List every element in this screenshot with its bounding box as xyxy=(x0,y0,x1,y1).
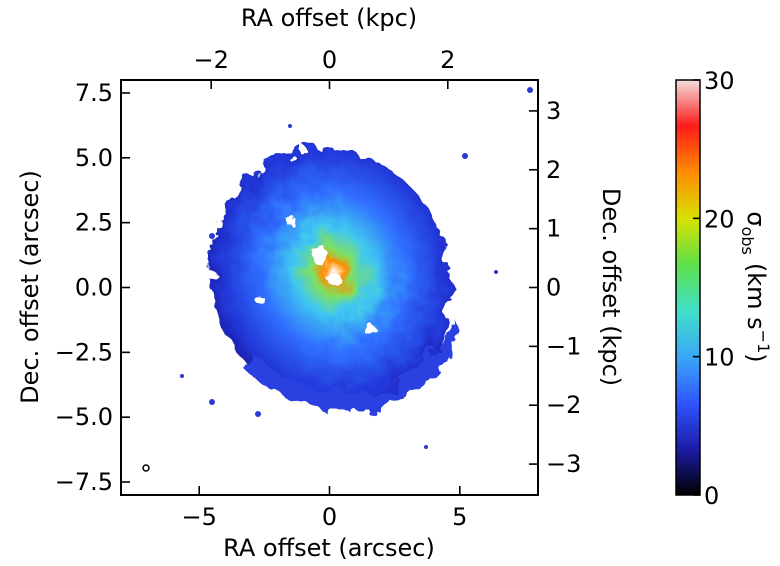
dispersion-map xyxy=(211,147,460,412)
x2-tick-label: −2 xyxy=(194,46,229,74)
label-symbol: σ xyxy=(742,211,770,226)
y-tick-label: −2.5 xyxy=(55,338,113,366)
x2-axis-label: RA offset (kpc) xyxy=(241,4,417,32)
scatter-noise xyxy=(180,87,533,449)
y2-tick-label: 1 xyxy=(546,215,561,243)
y-axis-label: Dec. offset (arcsec) xyxy=(16,170,44,404)
y-tick-label: 2.5 xyxy=(75,209,113,237)
x-tick-label: 5 xyxy=(452,503,467,531)
colorbar-label: σobs (km s−1) xyxy=(738,211,773,362)
label-unit: (km s xyxy=(742,263,770,330)
y-tick-label: −5.0 xyxy=(55,403,113,431)
x-axis-label: RA offset (arcsec) xyxy=(223,534,435,562)
colorbar-tick-label: 10 xyxy=(704,344,735,372)
label-close: ) xyxy=(742,353,770,362)
y-tick-label: −7.5 xyxy=(55,468,113,496)
y2-tick-label: 0 xyxy=(546,274,561,302)
colorbar-tick-label: 0 xyxy=(704,482,719,510)
y2-axis-label: Dec. offset (kpc) xyxy=(597,188,625,386)
colorbar xyxy=(675,79,701,496)
label-sup: −1 xyxy=(754,330,773,354)
colorbar-tick-label: 30 xyxy=(704,67,735,95)
y-tick-label: 0.0 xyxy=(75,274,113,302)
y-tick-label: 7.5 xyxy=(75,79,113,107)
x-tick-label: −5 xyxy=(181,503,216,531)
beam xyxy=(142,464,150,472)
colorbar-tick-label: 20 xyxy=(704,205,735,233)
y2-tick-label: 2 xyxy=(546,156,561,184)
y2-tick-label: −3 xyxy=(546,450,581,478)
y2-tick-label: −1 xyxy=(546,332,581,360)
y-tick-label: 5.0 xyxy=(75,144,113,172)
x2-tick-label: 0 xyxy=(322,46,337,74)
x2-tick-label: 2 xyxy=(440,46,455,74)
label-sub: obs xyxy=(738,227,757,255)
y2-tick-label: 3 xyxy=(546,97,561,125)
y2-tick-label: −2 xyxy=(546,391,581,419)
x-tick-label: 0 xyxy=(322,503,337,531)
